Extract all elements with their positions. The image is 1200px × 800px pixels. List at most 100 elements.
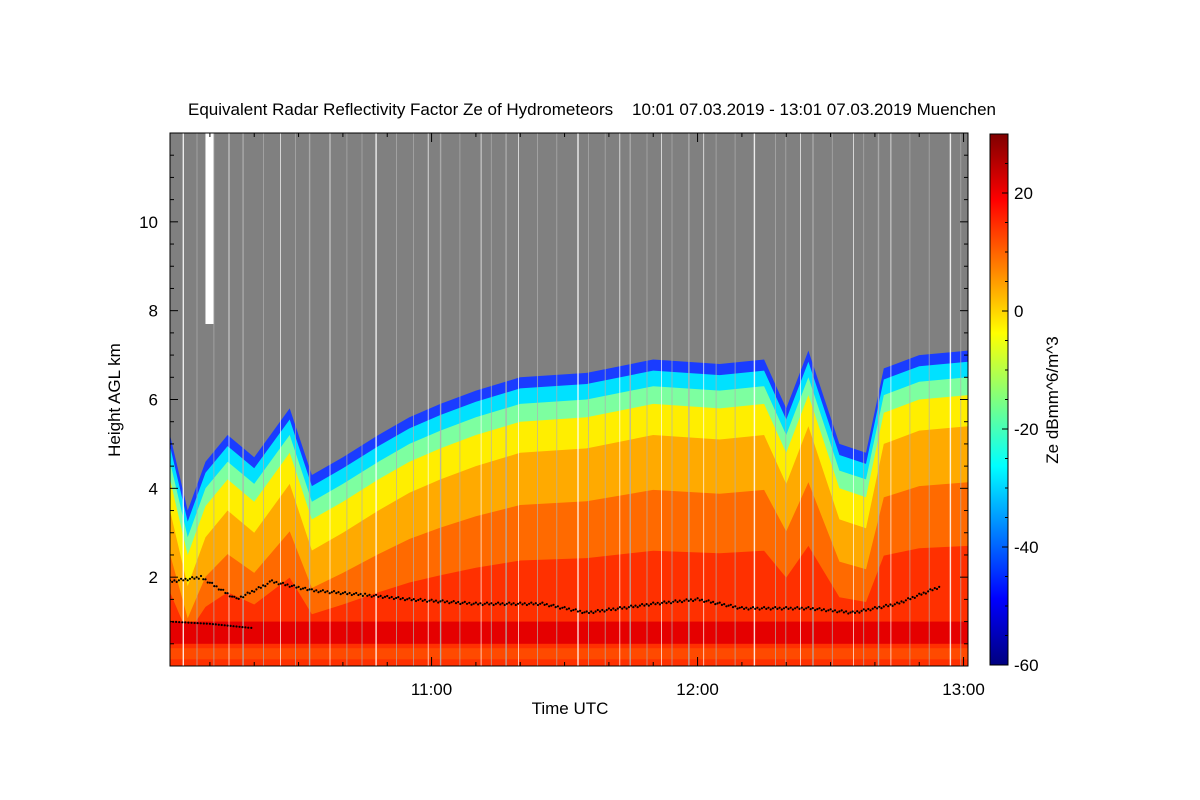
cloud-base-point <box>530 601 533 604</box>
cloud-base-point <box>350 593 353 597</box>
secondary-layer-point <box>196 622 199 625</box>
cloud-base-point <box>408 597 411 600</box>
cloud-base-point <box>406 598 409 601</box>
data-gap-streaks <box>182 133 962 666</box>
cloud-base-point <box>590 610 593 613</box>
cloud-base-point <box>437 601 440 604</box>
cloud-base-point <box>667 600 670 603</box>
cloud-base-point <box>432 600 435 603</box>
cloud-base-point <box>222 588 225 591</box>
cloud-base-point <box>929 588 932 591</box>
cloud-base-point <box>454 602 458 605</box>
cloud-base-point <box>672 600 675 603</box>
cloud-base-point <box>414 599 418 603</box>
cloud-base-point <box>614 609 617 612</box>
cloud-base-point <box>485 601 489 604</box>
cloud-base-point <box>419 597 422 601</box>
cloud-base-point <box>390 595 393 599</box>
cloud-base-point <box>239 595 242 598</box>
cloud-base-point <box>676 600 679 604</box>
cloud-base-point <box>281 581 285 585</box>
cloud-base-point <box>332 590 336 593</box>
cloud-base-point <box>740 606 744 609</box>
colorbar-ticks: 20 0 -20 -40 -60 <box>1002 163 1039 675</box>
secondary-layer-point <box>211 623 214 626</box>
cloud-base-point <box>696 597 699 600</box>
plot-area <box>170 133 968 666</box>
cloud-base-point <box>224 591 227 595</box>
cloud-base-point <box>193 577 196 580</box>
cloud-base-point <box>317 591 320 594</box>
cloud-base-point <box>800 606 803 609</box>
cloud-base-point <box>889 603 892 606</box>
cloud-base-point <box>924 592 928 595</box>
secondary-layer-point <box>184 621 187 624</box>
cloud-base-point <box>674 599 677 602</box>
cloud-base-point <box>199 574 203 578</box>
missing-data-region <box>205 133 214 324</box>
x-axis-label: Time UTC <box>532 699 609 718</box>
cloud-base-point <box>920 593 923 596</box>
cloud-base-point <box>288 585 291 588</box>
cloud-base-point <box>561 606 564 609</box>
cloud-base-point <box>492 603 495 607</box>
cloud-base-point <box>805 607 808 610</box>
cloud-base-point <box>789 606 792 609</box>
cloud-base-point <box>439 600 442 603</box>
cloud-base-point <box>818 607 821 610</box>
x-tick-label: 13:00 <box>942 680 985 699</box>
cloud-base-point <box>745 606 748 609</box>
cloud-base-point <box>669 602 673 605</box>
secondary-layer-point <box>232 625 235 628</box>
cloud-base-point <box>450 601 453 604</box>
cloud-base-point <box>250 589 254 593</box>
cloud-base-point <box>751 606 755 609</box>
cloud-base-point <box>663 600 666 603</box>
cloud-base-point <box>399 598 402 601</box>
cloud-base-point <box>255 588 258 591</box>
cloud-base-point <box>552 603 555 606</box>
cloud-base-point <box>233 595 236 598</box>
cloud-base-point <box>680 601 684 604</box>
cloud-base-point <box>301 587 305 590</box>
cloud-base-point <box>869 609 872 612</box>
cloud-base-point <box>641 603 644 606</box>
cloud-base-point <box>279 582 282 585</box>
cloud-base-point <box>862 608 865 611</box>
y-tick-label: 10 <box>139 213 158 232</box>
cloud-base-point <box>401 597 404 600</box>
cloud-base-point <box>262 584 265 587</box>
cloud-base-point <box>698 599 701 602</box>
cloud-base-point <box>785 606 788 609</box>
cloud-base-point <box>705 600 708 603</box>
cloud-base-point <box>838 610 841 613</box>
cloud-base-point <box>315 589 318 592</box>
cloud-base-point <box>893 603 896 606</box>
secondary-layer-point <box>205 622 208 625</box>
reflectivity-field <box>170 350 968 666</box>
cloud-base-point <box>297 585 300 589</box>
cloud-base-point <box>355 591 358 595</box>
cloud-base-point <box>601 608 604 612</box>
cloud-base-point <box>348 591 351 595</box>
cloud-base-point <box>769 608 772 611</box>
cloud-base-point <box>572 608 575 612</box>
cloud-base-point <box>791 608 795 611</box>
cloud-base-point <box>907 597 910 600</box>
cloud-base-point <box>434 599 438 602</box>
cloud-base-point <box>483 602 486 605</box>
cloud-base-point <box>802 608 806 611</box>
cloud-base-point <box>324 591 327 594</box>
cloud-base-point <box>938 585 941 589</box>
cloud-base-point <box>902 601 905 604</box>
cloud-base-point <box>516 602 520 605</box>
cloud-base-point <box>446 600 449 603</box>
cloud-base-point <box>308 588 311 591</box>
secondary-layer-point <box>187 621 190 624</box>
cloud-base-point <box>760 607 764 610</box>
cloud-base-point <box>514 603 517 607</box>
cloud-base-point <box>743 607 746 611</box>
cloud-base-point <box>904 599 908 602</box>
secondary-layer-point <box>202 622 205 625</box>
cloud-base-point <box>372 594 375 597</box>
